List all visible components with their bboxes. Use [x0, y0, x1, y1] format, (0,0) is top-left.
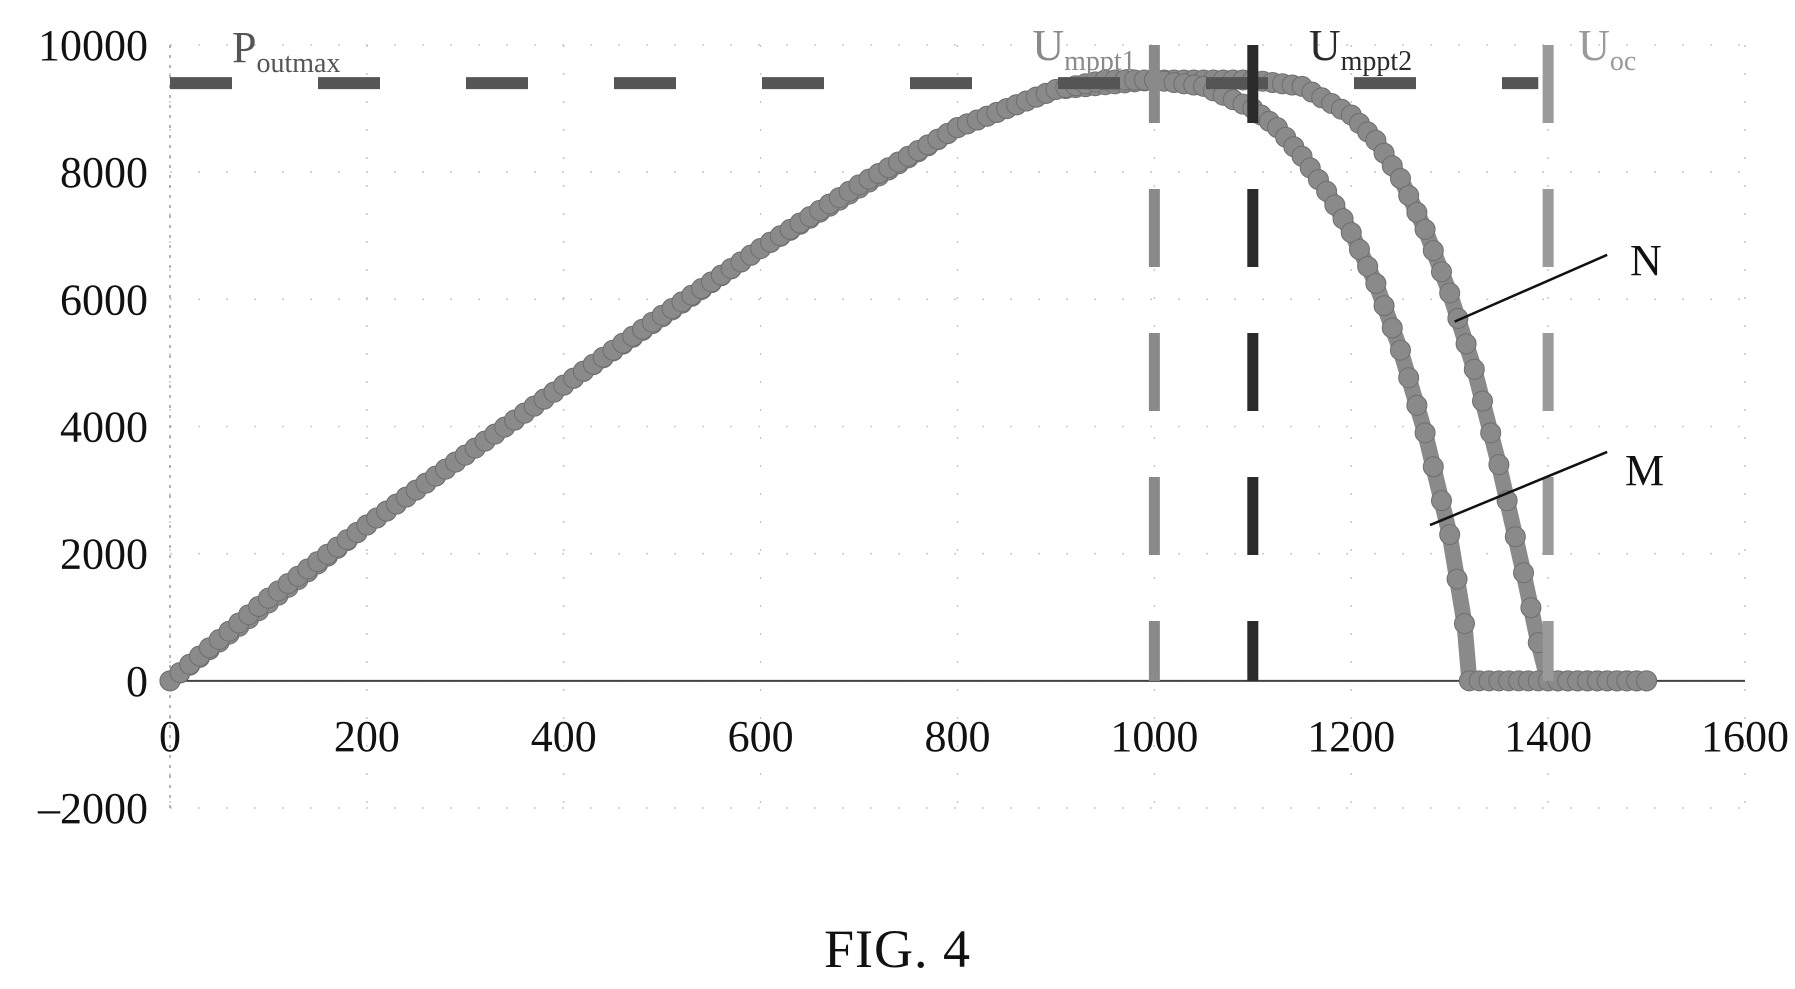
x-tick-label: 1400 [1504, 712, 1592, 761]
y-tick-label: 10000 [38, 21, 148, 70]
data-point-m [1439, 524, 1461, 546]
annotation-label-n: N [1630, 236, 1662, 285]
data-point-n [1439, 282, 1461, 304]
data-point-m [1398, 367, 1420, 389]
data-point-m [1389, 339, 1411, 361]
annotation-leader-m [1429, 450, 1608, 527]
annotation-label-m: M [1625, 446, 1664, 495]
data-point-m [1340, 222, 1362, 244]
data-point-n [1430, 261, 1452, 283]
data-point-m [1446, 568, 1468, 590]
data-point-m [1636, 670, 1658, 692]
x-tick-label: 1600 [1701, 712, 1789, 761]
ref-label-uoc: Uoc [1578, 21, 1636, 77]
data-series [159, 69, 1658, 692]
series-line-n [162, 71, 1655, 689]
x-tick-label: 0 [159, 712, 181, 761]
reference-lines [170, 45, 1554, 681]
data-point-m [1414, 422, 1436, 444]
series-line-m [162, 71, 1655, 689]
x-tick-label: 200 [334, 712, 400, 761]
x-tick-label: 800 [925, 712, 991, 761]
figure-caption: FIG. 4 [823, 919, 971, 979]
y-tick-label: 0 [126, 657, 148, 706]
y-tick-label: 6000 [60, 275, 148, 324]
data-point-n [1463, 358, 1485, 380]
data-point-m [1373, 295, 1395, 317]
data-point-n [1414, 218, 1436, 240]
series-m [159, 69, 1658, 692]
y-tick-label: –2000 [37, 784, 148, 833]
x-tick-label: 400 [531, 712, 597, 761]
y-tick-label: 2000 [60, 530, 148, 579]
annotation-leader-n [1454, 253, 1608, 323]
data-point-m [1453, 613, 1475, 635]
ref-label-umppt1: Umppt1 [1032, 21, 1135, 77]
x-tick-label: 1000 [1110, 712, 1198, 761]
data-point-m [1422, 456, 1444, 478]
data-point-n [1480, 422, 1502, 444]
x-tick-label: 600 [728, 712, 794, 761]
data-point-n [1455, 333, 1477, 355]
data-point-n [1472, 390, 1493, 412]
data-point-m [1365, 272, 1387, 294]
data-point-n [1406, 201, 1428, 223]
y-tick-label: 4000 [60, 403, 148, 452]
ref-label-umppt2: Umppt2 [1309, 21, 1412, 77]
data-point-n [1488, 454, 1510, 476]
data-point-m [1348, 239, 1370, 261]
data-point-n [1513, 562, 1535, 584]
data-point-n [1398, 184, 1420, 206]
reference-labels: Poutmax Umppt1 Umppt2 Uoc [232, 21, 1636, 79]
data-point-m [1381, 317, 1403, 339]
chart-canvas: 0 200 400 600 800 1000 1200 1400 1600–2000020004… [37, 21, 1789, 833]
data-point-n [1422, 240, 1444, 262]
tick-labels: 0 200 400 600 800 1000 1200 1400 1600–2000020004… [37, 21, 1789, 833]
data-point-n [1504, 526, 1526, 548]
grid-lines [169, 44, 1746, 809]
ref-label-poutmax: Poutmax [232, 23, 340, 79]
data-point-n [1520, 597, 1542, 619]
axes [169, 45, 1745, 808]
x-tick-label: 1200 [1307, 712, 1395, 761]
y-tick-label: 8000 [60, 148, 148, 197]
data-point-m [1430, 490, 1452, 512]
annotations: NM [1429, 236, 1664, 527]
data-point-m [1357, 255, 1379, 277]
data-point-m [1406, 394, 1428, 416]
data-point-n [1389, 168, 1411, 190]
data-point-n [1447, 307, 1469, 329]
